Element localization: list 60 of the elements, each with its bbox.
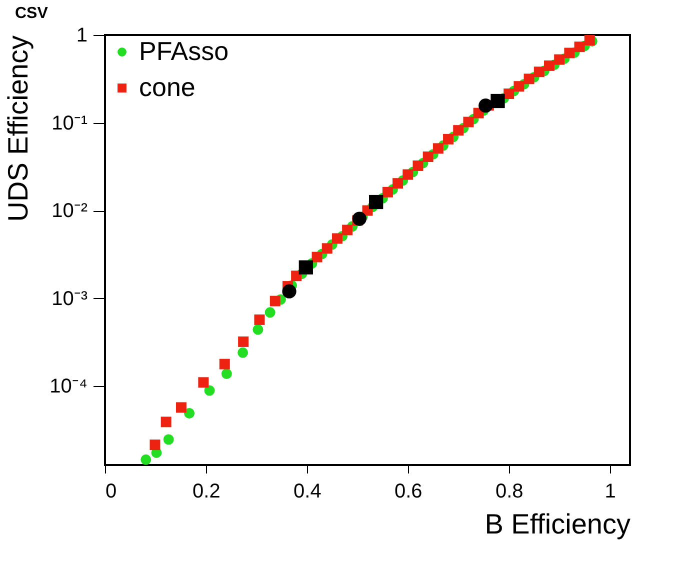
- point: [264, 307, 276, 318]
- y-axis-title: UDS Efficiency: [2, 36, 34, 222]
- x-tick-label: 0.6: [394, 480, 422, 502]
- x-tick-label: 0.8: [495, 480, 524, 502]
- point: [322, 243, 332, 254]
- point: [524, 74, 534, 84]
- point: [574, 42, 585, 52]
- point: [254, 314, 265, 325]
- point: [392, 178, 404, 189]
- point: [534, 66, 544, 78]
- point: [298, 260, 313, 274]
- y-tick-label: 10⁻¹: [52, 112, 88, 134]
- point: [564, 48, 575, 58]
- point: [342, 224, 353, 236]
- point: [584, 35, 595, 46]
- y-tick-label: 10⁻³: [52, 288, 88, 310]
- legend-label: PFAsso: [139, 36, 229, 66]
- point: [160, 416, 172, 428]
- point: [490, 94, 505, 108]
- point: [140, 454, 152, 465]
- point: [270, 296, 280, 306]
- y-tick-label: 10⁻⁴: [50, 376, 88, 398]
- point: [412, 160, 424, 171]
- point: [332, 233, 342, 244]
- point: [282, 284, 296, 298]
- point: [184, 408, 195, 418]
- point: [514, 81, 524, 92]
- y-tick-label: 10⁻²: [52, 200, 88, 222]
- x-tick-label: 1: [604, 480, 616, 502]
- point: [382, 186, 393, 198]
- point: [422, 152, 434, 162]
- point: [150, 440, 160, 450]
- x-tick-label: 0: [106, 480, 117, 502]
- point: [544, 60, 554, 71]
- point: [504, 88, 514, 100]
- point: [238, 347, 248, 358]
- point: [252, 324, 264, 335]
- point: [554, 54, 565, 65]
- x-axis-title: B Efficiency: [484, 508, 630, 540]
- point: [352, 212, 366, 226]
- point: [312, 252, 322, 262]
- point: [402, 169, 414, 180]
- point: [453, 125, 464, 136]
- point: [204, 385, 215, 396]
- point: [238, 336, 249, 347]
- point: [291, 270, 302, 282]
- point: [221, 368, 232, 380]
- x-tick-label: 0.4: [294, 480, 322, 502]
- point: [369, 194, 384, 210]
- legend-label: cone: [139, 72, 196, 102]
- y-tick-label: 1: [76, 24, 88, 46]
- point: [443, 134, 454, 144]
- point: [432, 143, 444, 154]
- chart-title: CSV: [15, 5, 48, 22]
- point: [163, 434, 174, 445]
- point: [219, 358, 230, 370]
- point: [198, 377, 209, 388]
- point: [176, 402, 186, 413]
- point: [463, 116, 474, 128]
- x-tick-label: 0.2: [192, 480, 220, 502]
